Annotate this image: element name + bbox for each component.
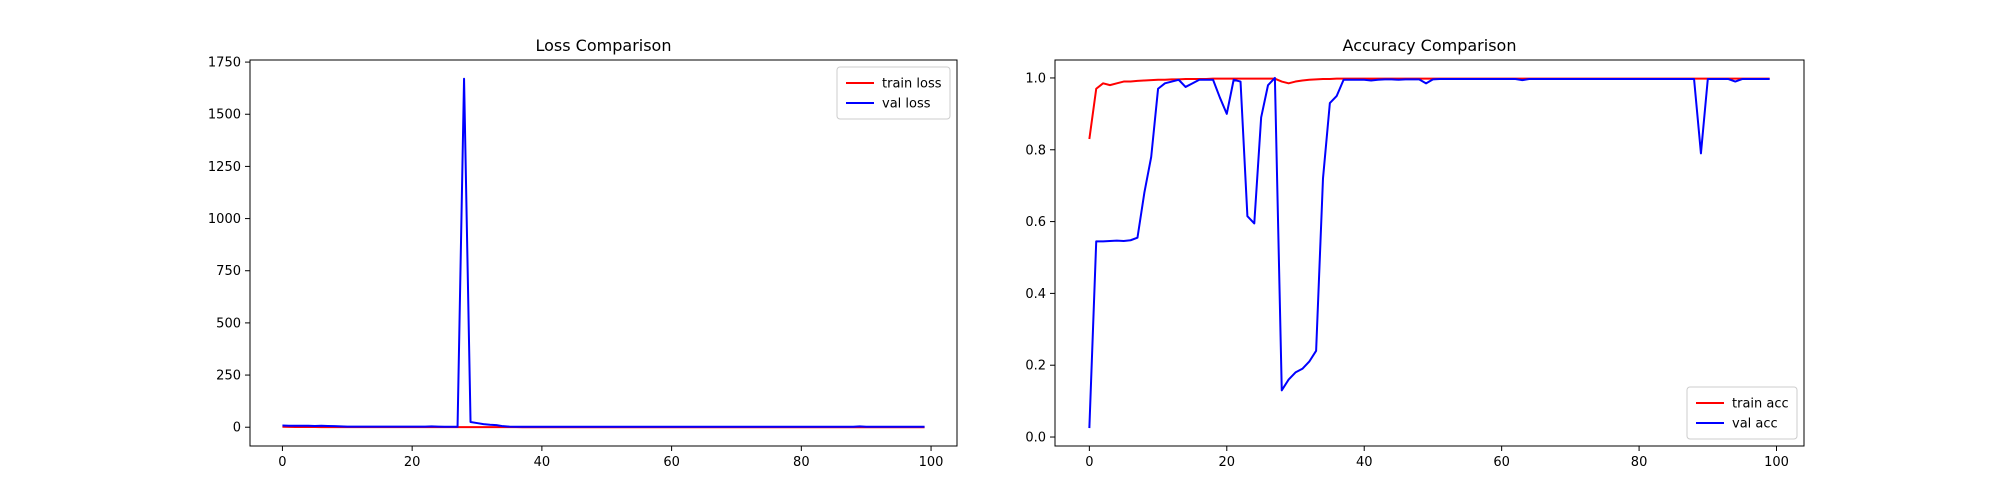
- y-tick-label: 0.0: [1025, 431, 1046, 446]
- y-tick-label: 500: [216, 316, 241, 331]
- y-tick-label: 1750: [208, 56, 241, 71]
- y-tick-label: 0.6: [1025, 215, 1046, 230]
- x-tick-label: 40: [534, 455, 551, 470]
- y-tick-label: 0.8: [1025, 143, 1046, 158]
- legend-box: [836, 66, 951, 120]
- plot-area: [282, 77, 925, 429]
- legend: train acc val acc: [1686, 386, 1798, 440]
- y-tick-label: 0.2: [1025, 359, 1046, 374]
- y-tick-label: 750: [216, 264, 241, 279]
- y-tick-label: 1000: [208, 212, 241, 227]
- y-tick-label: 0: [233, 421, 241, 436]
- legend-label: train loss: [882, 77, 942, 92]
- y-tick-label: 1500: [208, 108, 241, 123]
- x-tick-label: 0: [278, 455, 286, 470]
- chart-title: Loss Comparison: [536, 36, 672, 55]
- accuracy-chart: Accuracy Comparison 0 20 40 60 80 100 0.0 0.2 0.4…: [1025, 36, 1805, 470]
- axes-frame: [1054, 59, 1805, 447]
- axes-frame: [249, 59, 958, 447]
- x-tick-label: 60: [663, 455, 680, 470]
- y-tick-label: 1.0: [1025, 71, 1046, 86]
- x-tick-label: 80: [793, 455, 810, 470]
- plot-area: [1088, 76, 1770, 429]
- legend: train loss val loss: [836, 66, 951, 120]
- x-tick-label: 60: [1493, 455, 1510, 470]
- x-tick-label: 0: [1085, 455, 1093, 470]
- x-tick-label: 80: [1631, 455, 1648, 470]
- x-tick-label: 20: [404, 455, 421, 470]
- legend-box: [1686, 386, 1798, 440]
- y-tick-label: 1250: [208, 160, 241, 175]
- y-tick-label: 250: [216, 369, 241, 384]
- x-tick-label: 40: [1356, 455, 1373, 470]
- y-tick-label: 0.4: [1025, 287, 1046, 302]
- chart-title: Accuracy Comparison: [1343, 36, 1517, 55]
- legend-label: val loss: [882, 97, 931, 112]
- legend-label: val acc: [1732, 417, 1778, 432]
- x-tick-label: 100: [1764, 455, 1789, 470]
- series-line-val-acc: [1088, 76, 1770, 429]
- legend-label: train acc: [1732, 397, 1789, 412]
- series-line-val-loss: [282, 77, 925, 428]
- x-tick-label: 20: [1219, 455, 1236, 470]
- x-tick-label: 100: [919, 455, 944, 470]
